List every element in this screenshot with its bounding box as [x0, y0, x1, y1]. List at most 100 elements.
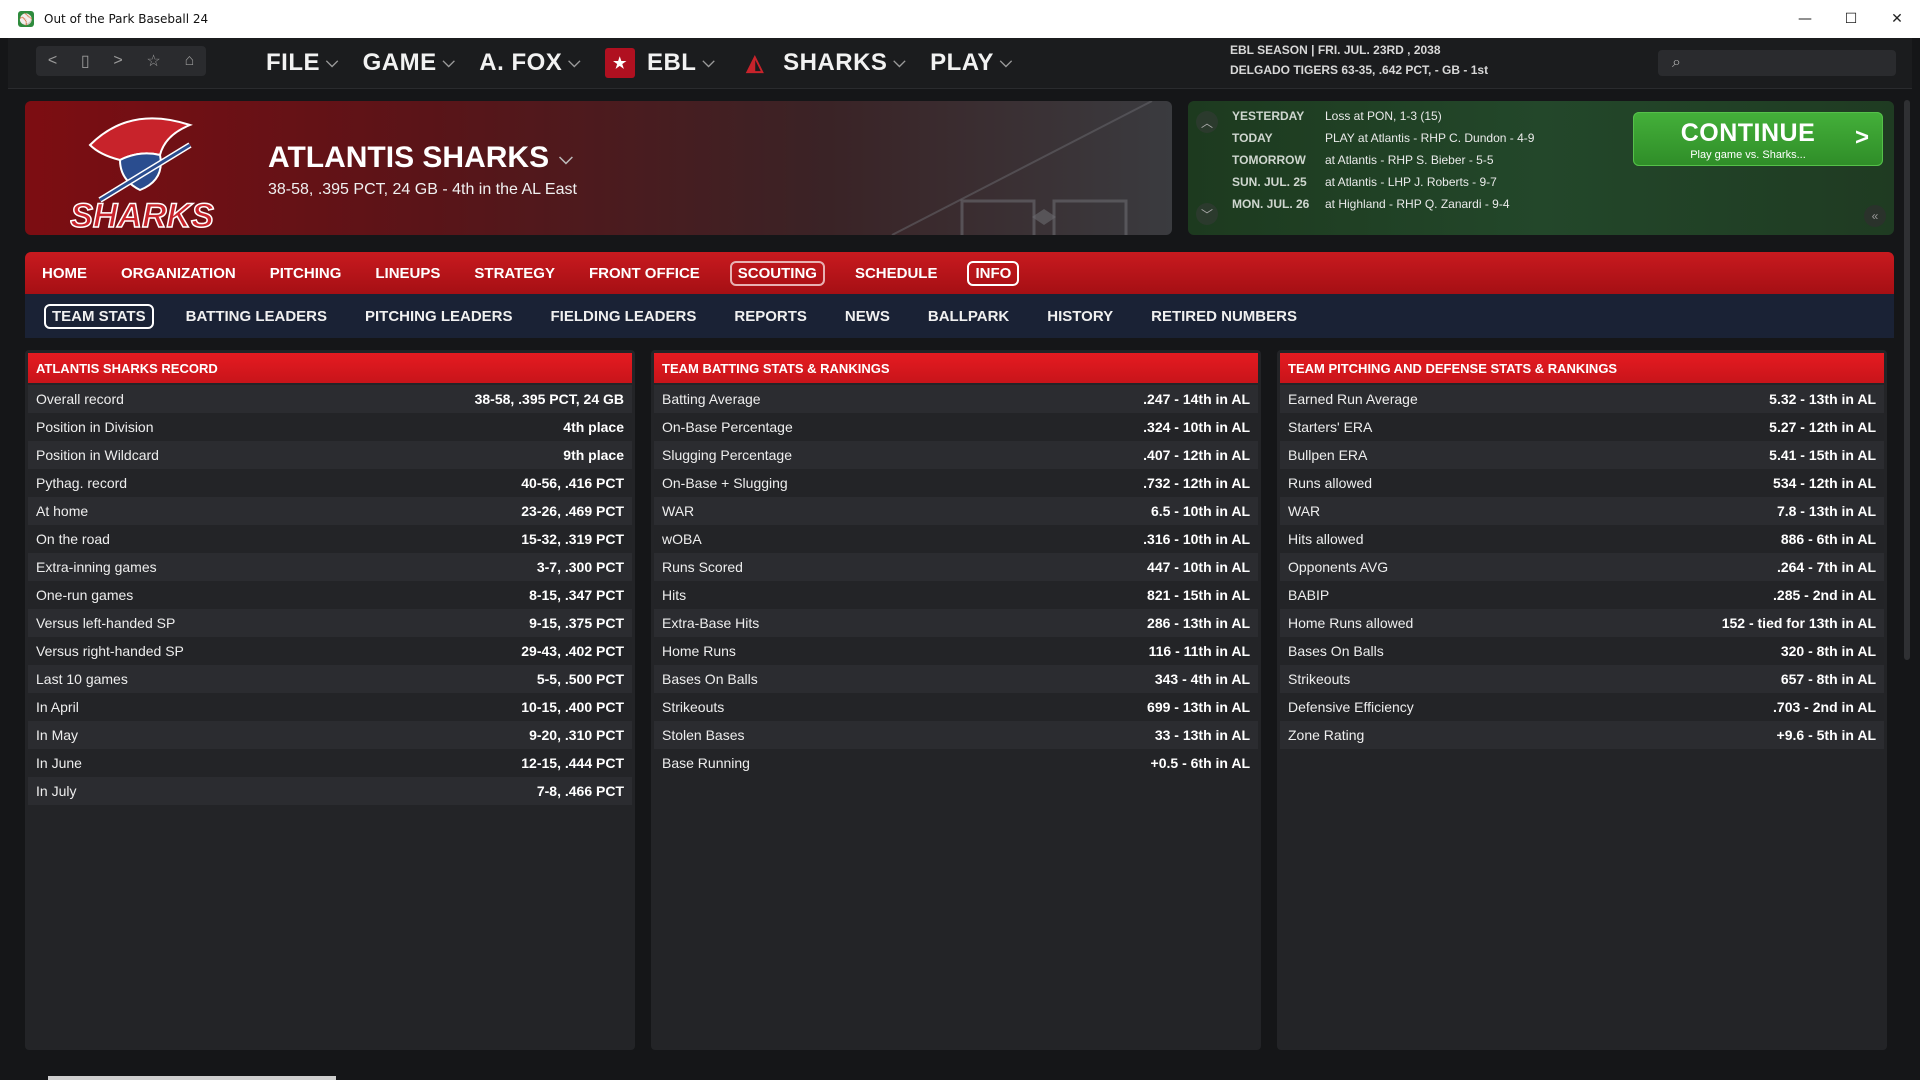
schedule-list: YESTERDAY Loss at PON, 1-3 (15) TODAY PLAY…	[1232, 105, 1534, 215]
subtab-pitching-leaders[interactable]: PITCHING LEADERS	[365, 307, 513, 325]
stat-value: 5.32 - 13th in AL	[1769, 391, 1876, 407]
subtab-retired-numbers[interactable]: RETIRED NUMBERS	[1151, 307, 1297, 325]
stat-value: .407 - 12th in AL	[1143, 447, 1250, 463]
stat-label: In April	[36, 699, 79, 715]
chevron-up-icon[interactable]: ︿	[1196, 111, 1218, 133]
stat-row: Overall record 38-58, .395 PCT, 24 GB	[28, 385, 632, 413]
stat-label: Earned Run Average	[1288, 391, 1418, 407]
back-icon[interactable]: <	[47, 52, 58, 69]
schedule-row[interactable]: TODAY PLAY at Atlantis - RHP C. Dundon - …	[1232, 127, 1534, 149]
stat-value: 40-56, .416 PCT	[521, 475, 624, 491]
stat-row: Extra-inning games 3-7, .300 PCT	[28, 553, 632, 581]
menu-team[interactable]: ◭ SHARKS ⌵	[739, 49, 906, 77]
subtab-news[interactable]: NEWS	[844, 307, 890, 325]
forward-icon[interactable]: >	[113, 52, 123, 69]
stat-row: One-run games 8-15, .347 PCT	[28, 581, 632, 609]
continue-label: CONTINUE	[1680, 119, 1816, 147]
continue-button[interactable]: CONTINUE Play game vs. Sharks... >	[1633, 112, 1883, 166]
subtab-history[interactable]: HISTORY	[1047, 307, 1114, 325]
chevron-down-icon: ⌵	[326, 54, 339, 71]
stat-value: 5.41 - 15th in AL	[1769, 447, 1876, 463]
tab-schedule[interactable]: SCHEDULE	[854, 264, 938, 282]
stat-value: 9-20, .310 PCT	[529, 727, 624, 743]
tab-front-office[interactable]: FRONT OFFICE	[588, 264, 700, 282]
stat-value: +9.6 - 5th in AL	[1776, 727, 1876, 743]
scrollbar-thumb[interactable]	[1904, 100, 1910, 660]
stat-label: WAR	[662, 503, 695, 519]
search-input[interactable]	[1698, 53, 1892, 75]
schedule-row[interactable]: SUN. JUL. 25 at Atlantis - LHP J. Roberts…	[1232, 171, 1534, 193]
search-icon: ⌕	[1672, 54, 1681, 71]
page-scrollbar[interactable]	[1903, 100, 1911, 1060]
schedule-day: SUN. JUL. 25	[1232, 175, 1307, 189]
minimize-button[interactable]: —	[1798, 11, 1812, 27]
stat-row: Home Runs 116 - 11th in AL	[654, 637, 1258, 665]
subtab-reports[interactable]: REPORTS	[734, 307, 807, 325]
stat-value: 38-58, .395 PCT, 24 GB	[474, 391, 624, 407]
tab-lineups[interactable]: LINEUPS	[375, 264, 441, 282]
stat-value: 4th place	[563, 419, 624, 435]
stat-label: Batting Average	[662, 391, 761, 407]
menu-play[interactable]: PLAY ⌵	[930, 49, 1012, 77]
stat-row: In April 10-15, .400 PCT	[28, 693, 632, 721]
chevron-down-icon[interactable]: ﹀	[1196, 203, 1218, 225]
stat-value: .316 - 10th in AL	[1143, 531, 1250, 547]
schedule-row[interactable]: TOMORROW at Atlantis - RHP S. Bieber - 5-…	[1232, 149, 1534, 171]
tab-strategy[interactable]: STRATEGY	[474, 264, 555, 282]
stat-row: On the road 15-32, .319 PCT	[28, 525, 632, 553]
stat-row: Versus right-handed SP 29-43, .402 PCT	[28, 637, 632, 665]
division-leader: DELGADO TIGERS 63-35, .642 PCT, - GB - 1…	[1230, 63, 1489, 77]
search-box[interactable]: ⌕	[1658, 50, 1896, 76]
home-icon[interactable]: ⌂	[184, 52, 195, 69]
stat-label: Extra-Base Hits	[662, 615, 760, 631]
schedule-game: Loss at PON, 1-3 (15)	[1325, 109, 1442, 123]
tab-organization[interactable]: ORGANIZATION	[121, 264, 236, 282]
stat-label: Home Runs	[662, 643, 736, 659]
subtab-team-stats[interactable]: TEAM STATS	[44, 303, 154, 329]
stat-label: On-Base Percentage	[662, 419, 793, 435]
stat-value: 886 - 6th in AL	[1780, 531, 1876, 547]
menu-manager[interactable]: A. FOX ⌵	[479, 49, 581, 77]
tab-info[interactable]: INFO	[967, 260, 1020, 286]
schedule-row[interactable]: MON. JUL. 26 at Highland - RHP Q. Zanardi…	[1232, 193, 1534, 215]
stat-value: 152 - tied for 13th in AL	[1721, 615, 1876, 631]
tab-pitching[interactable]: PITCHING	[269, 264, 342, 282]
stat-value: 9-15, .375 PCT	[529, 615, 624, 631]
maximize-button[interactable]: ☐	[1844, 11, 1858, 27]
browser-nav-buttons: < ▯ > ☆ ⌂	[36, 46, 206, 76]
subtab-fielding-leaders[interactable]: FIELDING LEADERS	[550, 307, 697, 325]
menu-label: PLAY	[930, 49, 994, 76]
stat-label: wOBA	[662, 531, 702, 547]
stat-label: BABIP	[1288, 587, 1330, 603]
team-record: 38-58, .395 PCT, 24 GB - 4th in the AL E…	[268, 181, 577, 198]
stat-value: 7.8 - 13th in AL	[1776, 503, 1876, 519]
bookmark-page-icon[interactable]: ▯	[80, 53, 90, 70]
stat-label: Hits	[662, 587, 687, 603]
stat-label: Position in Division	[36, 419, 154, 435]
subtab-batting-leaders[interactable]: BATTING LEADERS	[185, 307, 327, 325]
close-button[interactable]: ✕	[1891, 11, 1903, 27]
stat-value: 12-15, .444 PCT	[521, 755, 624, 771]
stat-label: Overall record	[36, 391, 124, 407]
collapse-icon[interactable]: «	[1864, 205, 1886, 227]
window-title: Out of the Park Baseball 24	[44, 12, 209, 26]
tab-scouting[interactable]: SCOUTING	[729, 260, 825, 286]
stat-label: Pythag. record	[36, 475, 128, 491]
subtab-ballpark[interactable]: BALLPARK	[927, 307, 1010, 325]
schedule-row[interactable]: YESTERDAY Loss at PON, 1-3 (15)	[1232, 105, 1534, 127]
tab-home[interactable]: HOME	[42, 264, 87, 282]
stat-value: .285 - 2nd in AL	[1773, 587, 1876, 603]
menu-file[interactable]: FILE ⌵	[266, 49, 339, 77]
stat-row: wOBA .316 - 10th in AL	[654, 525, 1258, 553]
main-nav: HOME ORGANIZATION PITCHING LINEUPS STRAT…	[25, 252, 1894, 294]
schedule-game: at Atlantis - RHP S. Bieber - 5-5	[1325, 153, 1494, 167]
star-icon[interactable]: ☆	[146, 53, 161, 70]
stat-value: 699 - 13th in AL	[1147, 699, 1250, 715]
stat-value: 447 - 10th in AL	[1147, 559, 1250, 575]
menu-game[interactable]: GAME ⌵	[363, 49, 456, 77]
menu-league[interactable]: ★ EBL ⌵	[604, 48, 715, 78]
app-icon: ⚾	[18, 11, 34, 27]
schedule-game: at Highland - RHP Q. Zanardi - 9-4	[1325, 197, 1510, 211]
team-name[interactable]: ATLANTIS SHARKS ⌵	[268, 141, 573, 175]
stat-label: Last 10 games	[36, 671, 128, 687]
